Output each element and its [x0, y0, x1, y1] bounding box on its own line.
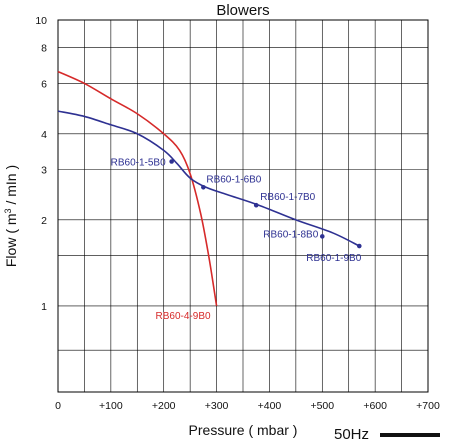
x-tick-label: +700: [416, 400, 440, 412]
model-label: RB60-1-9B0: [306, 253, 361, 264]
x-axis-label: Pressure ( mbar ): [188, 422, 298, 438]
y-tick-label: 1: [41, 301, 47, 313]
frequency-legend-line: [380, 433, 440, 437]
y-tick-label: 10: [35, 15, 47, 27]
y-tick-label: 6: [41, 78, 47, 90]
series-line-blue: [57, 110, 360, 247]
x-tick-label: +100: [99, 400, 123, 412]
x-tick-label: 0: [55, 400, 61, 412]
model-point-marker: [169, 159, 174, 164]
chart-title: Blowers: [216, 2, 270, 19]
frequency-label: 50Hz: [334, 426, 370, 443]
series-label-red: RB60-4-9B0: [156, 311, 211, 322]
model-point-marker: [253, 202, 259, 208]
model-label: RB60-1-5B0: [111, 157, 166, 168]
x-tick-label: +200: [152, 400, 176, 412]
x-tick-label: +600: [363, 400, 387, 412]
x-tick-label: +500: [310, 400, 334, 412]
plot-frame: [57, 19, 429, 393]
model-label: RB60-1-7B0: [260, 192, 315, 203]
x-tick-label: +400: [258, 400, 282, 412]
series-line-red: [57, 70, 218, 307]
model-label: RB60-1-8B0: [263, 229, 318, 240]
y-tick-label: 4: [41, 129, 47, 141]
model-label: RB60-1-6B0: [206, 174, 261, 185]
x-tick-label: +300: [205, 400, 229, 412]
y-tick-label: 2: [41, 215, 47, 227]
y-tick-label: 8: [41, 43, 47, 55]
model-point-marker: [356, 243, 362, 249]
model-point-marker: [319, 234, 325, 239]
model-point-marker: [201, 184, 206, 190]
y-tick-label: 3: [41, 165, 47, 177]
y-axis-label: Flow ( m3 / mIn ): [3, 165, 19, 267]
